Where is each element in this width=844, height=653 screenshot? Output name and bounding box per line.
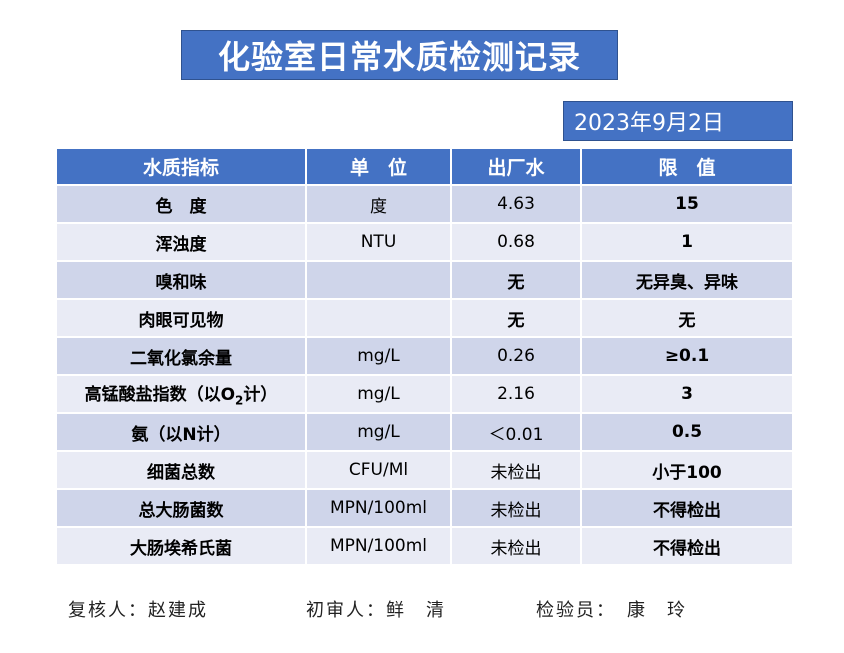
indicator-name: 细菌总数 (55, 450, 307, 490)
value-cell: 无 (450, 260, 582, 300)
limit-cell: 不得检出 (580, 488, 794, 528)
unit-cell (305, 260, 452, 300)
table-row: 二氧化氯余量 mg/L 0.26 ≥0.1 (55, 336, 794, 376)
first-reviewer-signature: 初审人：鲜 清 (306, 600, 446, 621)
limit-cell: ≥0.1 (580, 336, 794, 376)
indicator-name: 色 度 (55, 184, 307, 224)
date-label: 2023年9月2日 (563, 101, 793, 141)
header-limit: 限 值 (580, 147, 794, 186)
indicator-name: 高锰酸盐指数（以O2计） (55, 374, 307, 414)
header-factory-water: 出厂水 (450, 147, 582, 186)
table-row: 氨（以N计） mg/L ＜0.01 0.5 (55, 412, 794, 452)
limit-cell: 无异臭、异味 (580, 260, 794, 300)
table-row: 高锰酸盐指数（以O2计） mg/L 2.16 3 (55, 374, 794, 414)
value-cell: 4.63 (450, 184, 582, 224)
unit-cell: mg/L (305, 374, 452, 414)
indicator-name: 总大肠菌数 (55, 488, 307, 528)
limit-cell: 15 (580, 184, 794, 224)
limit-cell: 0.5 (580, 412, 794, 452)
indicator-name: 嗅和味 (55, 260, 307, 300)
reviewer-signature: 复核人：赵建成 (68, 600, 208, 621)
indicator-name: 二氧化氯余量 (55, 336, 307, 376)
value-cell: ＜0.01 (450, 412, 582, 452)
unit-cell: MPN/100ml (305, 526, 452, 566)
limit-cell: 无 (580, 298, 794, 338)
value-cell: 未检出 (450, 450, 582, 490)
header-indicator: 水质指标 (55, 147, 307, 186)
unit-cell: MPN/100ml (305, 488, 452, 528)
limit-cell: 不得检出 (580, 526, 794, 566)
unit-cell: 度 (305, 184, 452, 224)
header-unit: 单 位 (305, 147, 452, 186)
unit-cell (305, 298, 452, 338)
indicator-name: 大肠埃希氏菌 (55, 526, 307, 566)
indicator-name-suffix: 计） (243, 385, 278, 406)
limit-cell: 1 (580, 222, 794, 262)
limit-cell: 3 (580, 374, 794, 414)
page-title: 化验室日常水质检测记录 (181, 30, 618, 80)
indicator-name: 氨（以N计） (55, 412, 307, 452)
value-cell: 无 (450, 298, 582, 338)
value-cell: 未检出 (450, 526, 582, 566)
indicator-name: 肉眼可见物 (55, 298, 307, 338)
indicator-name-prefix: 高锰酸盐指数（以O (84, 385, 236, 406)
unit-cell: NTU (305, 222, 452, 262)
table-row: 肉眼可见物 无 无 (55, 298, 794, 338)
indicator-name-subscript: 2 (235, 393, 244, 408)
table-row: 细菌总数 CFU/Ml 未检出 小于100 (55, 450, 794, 490)
limit-cell: 小于100 (580, 450, 794, 490)
value-cell: 0.68 (450, 222, 582, 262)
value-cell: 未检出 (450, 488, 582, 528)
unit-cell: CFU/Ml (305, 450, 452, 490)
table-row: 浑浊度 NTU 0.68 1 (55, 222, 794, 262)
table-row: 嗅和味 无 无异臭、异味 (55, 260, 794, 300)
table-row: 大肠埃希氏菌 MPN/100ml 未检出 不得检出 (55, 526, 794, 566)
table-header-row: 水质指标 单 位 出厂水 限 值 (55, 147, 794, 186)
indicator-name: 浑浊度 (55, 222, 307, 262)
unit-cell: mg/L (305, 336, 452, 376)
value-cell: 2.16 (450, 374, 582, 414)
table-row: 总大肠菌数 MPN/100ml 未检出 不得检出 (55, 488, 794, 528)
value-cell: 0.26 (450, 336, 582, 376)
water-quality-table: 水质指标 单 位 出厂水 限 值 色 度 度 4.63 15 浑浊度 NTU 0… (55, 147, 794, 566)
inspector-signature: 检验员： 康 玲 (536, 600, 687, 621)
table-row: 色 度 度 4.63 15 (55, 184, 794, 224)
unit-cell: mg/L (305, 412, 452, 452)
